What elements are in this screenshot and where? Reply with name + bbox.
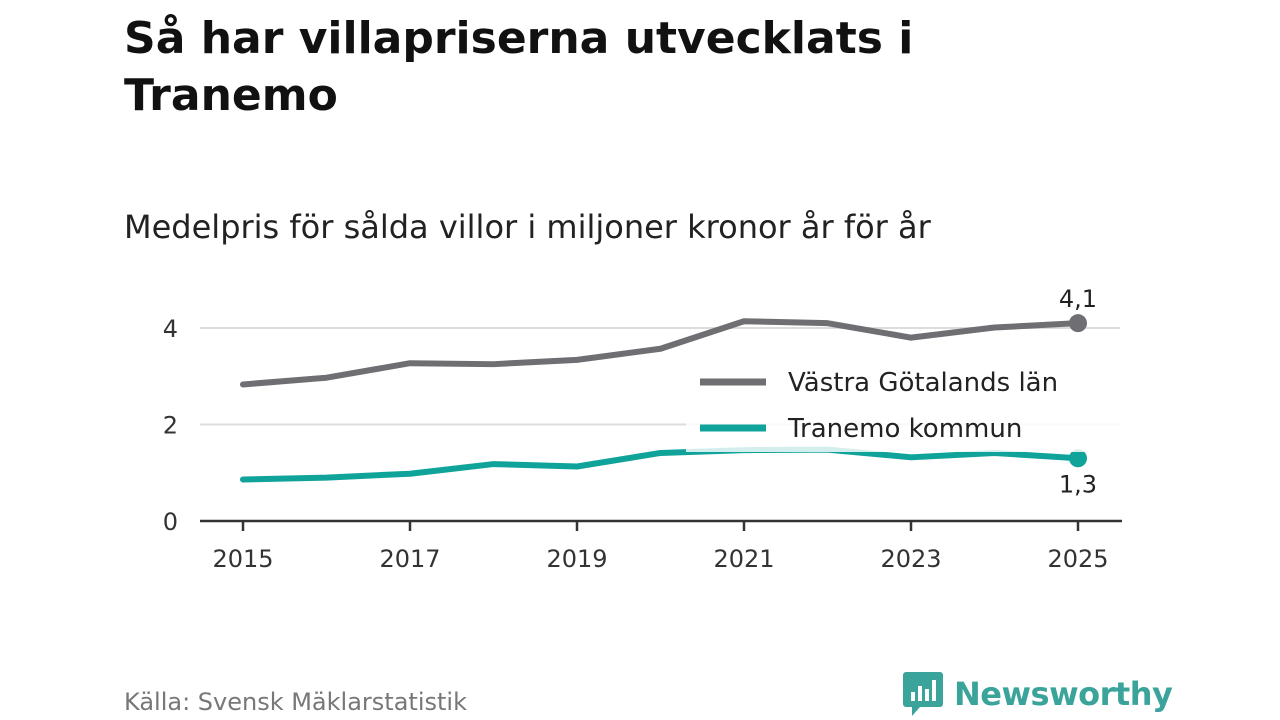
line-chart: 0 2 4 2015 2017 2019 2021 2023 2025 Västra Göta… bbox=[163, 285, 1122, 573]
legend-label: Tranemo kommun bbox=[787, 414, 1022, 444]
x-tick-label: 2025 bbox=[1047, 545, 1108, 573]
x-tick-label: 2019 bbox=[546, 545, 607, 573]
y-tick-label: 2 bbox=[163, 412, 178, 440]
series-line-0 bbox=[240, 318, 1081, 388]
series-endpoint-0 bbox=[1069, 314, 1087, 333]
newsworthy-icon bbox=[903, 672, 943, 716]
x-tick-label: 2021 bbox=[713, 545, 774, 573]
newsworthy-logo: Newsworthy bbox=[902, 670, 1173, 718]
end-value-label: 4,1 bbox=[1059, 285, 1097, 313]
x-tick-label: 2023 bbox=[880, 545, 941, 573]
x-tick-label: 2017 bbox=[379, 545, 440, 573]
source-note: Källa: Svensk Mäklarstatistik bbox=[124, 688, 467, 716]
x-tick-label: 2015 bbox=[212, 545, 273, 573]
y-tick-label: 0 bbox=[163, 508, 178, 536]
series-line-1 bbox=[240, 446, 1081, 483]
series-endpoint-1 bbox=[1069, 449, 1087, 468]
end-value-label: 1,3 bbox=[1059, 470, 1097, 498]
legend-label: Västra Götalands län bbox=[788, 368, 1058, 398]
chart-subtitle: Medelpris för sålda villor i miljoner kr… bbox=[124, 208, 931, 246]
legend-background bbox=[686, 360, 1122, 452]
x-axis: 2015 2017 2019 2021 2023 2025 bbox=[200, 519, 1122, 573]
end-labels: 4,1 1,3 bbox=[1059, 285, 1097, 498]
brand-name: Newsworthy bbox=[954, 675, 1173, 713]
y-tick-label: 4 bbox=[163, 315, 178, 343]
series-lines bbox=[240, 314, 1087, 483]
legend: Västra Götalands län Tranemo kommun bbox=[686, 360, 1122, 452]
chart-title: Så har villapriserna utvecklats i Tranem… bbox=[124, 13, 914, 121]
